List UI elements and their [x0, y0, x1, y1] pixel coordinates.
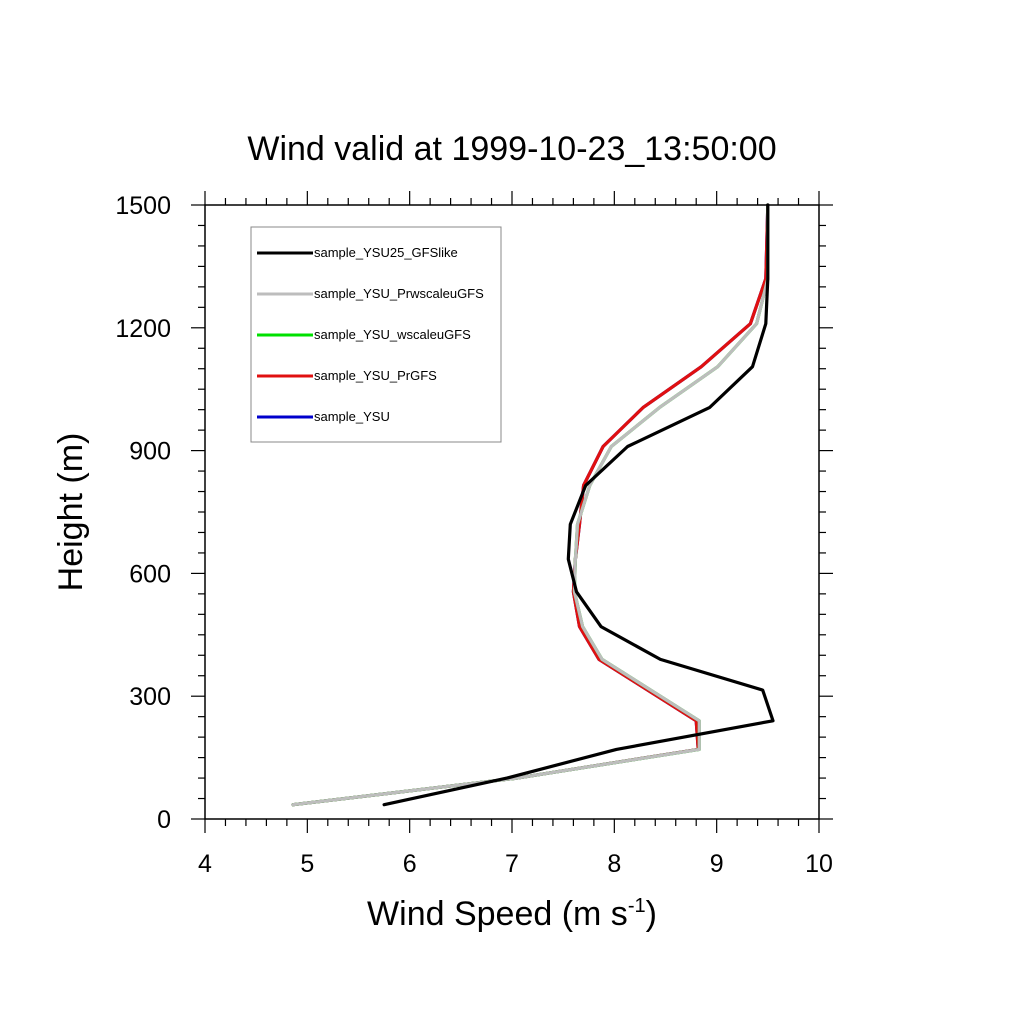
legend-items: sample_YSU25_GFSlike sample_YSU_Prwscaleu… [257, 245, 484, 424]
x-tick-label: 5 [300, 850, 314, 878]
x-tick-label: 10 [805, 850, 833, 878]
legend-label-sample_YSU_PrwscaleuGFS: sample_YSU_PrwscaleuGFS [314, 286, 484, 301]
y-tick-label: 0 [157, 806, 171, 834]
series-layer [291, 203, 775, 807]
x-axis-label-exponent: -1 [628, 895, 646, 917]
axis-ticks [191, 191, 833, 833]
legend: sample_YSU25_GFSlike sample_YSU_Prwscaleu… [250, 226, 502, 443]
chart-title: Wind valid at 1999-10-23_13:50:00 [247, 130, 776, 168]
legend-label-sample_YSU_wscaleuGFS: sample_YSU_wscaleuGFS [314, 327, 471, 342]
y-tick-label: 1200 [115, 315, 171, 343]
legend-label-sample_YSU_PrGFS: sample_YSU_PrGFS [314, 368, 437, 383]
x-axis-label-end: ) [646, 895, 657, 933]
x-tick-label: 4 [198, 850, 212, 878]
y-axis-label: Height (m) [52, 433, 90, 592]
x-tick-label: 8 [607, 850, 621, 878]
x-axis-label-main: Wind Speed (m s [367, 895, 628, 933]
y-tick-labels: 0 300 600 900 1200 1500 [115, 192, 171, 834]
x-tick-label: 9 [710, 850, 724, 878]
legend-label-sample_YSU25_GFSlike: sample_YSU25_GFSlike [314, 245, 458, 260]
y-tick-label: 300 [129, 683, 171, 711]
y-tick-label: 900 [129, 438, 171, 466]
y-tick-label: 600 [129, 560, 171, 588]
x-tick-label: 7 [505, 850, 519, 878]
x-tick-labels: 4 5 6 7 8 9 10 [198, 850, 833, 878]
x-axis-label: Wind Speed (m s-1) [367, 895, 657, 933]
series-line-sample_YSU25_GFSlike [382, 203, 775, 807]
plot-frame [204, 204, 820, 820]
legend-label-sample_YSU: sample_YSU [314, 409, 390, 424]
y-tick-label: 1500 [115, 192, 171, 220]
x-tick-label: 6 [403, 850, 417, 878]
